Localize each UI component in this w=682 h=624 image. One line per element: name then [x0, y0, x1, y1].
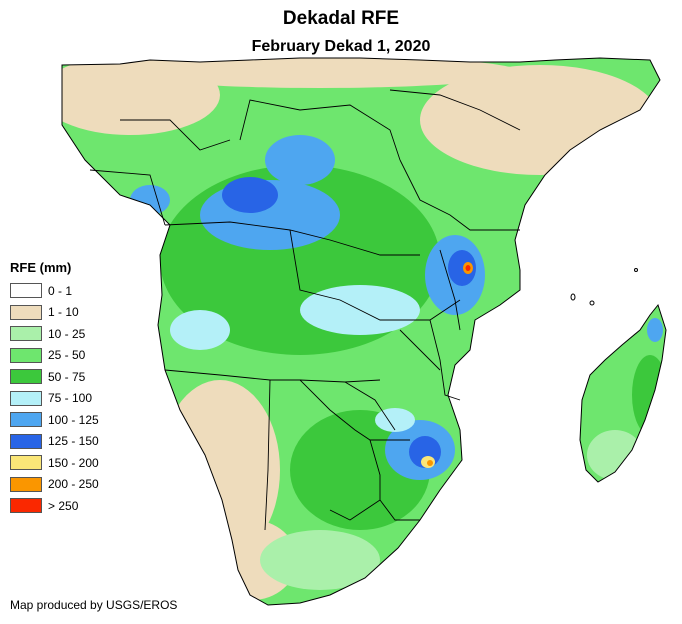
legend-item: 1 - 10	[10, 302, 99, 324]
legend-label: 1 - 10	[48, 305, 79, 320]
legend-label: 200 - 250	[48, 477, 99, 492]
legend-item: 0 - 1	[10, 280, 99, 302]
legend-swatch	[10, 476, 42, 492]
mainland-precip	[62, 58, 660, 605]
legend: RFE (mm) 0 - 1 1 - 10 10 - 25 25 - 50 50 - 7…	[10, 260, 99, 517]
legend-label: 125 - 150	[48, 434, 99, 449]
legend-swatch	[10, 347, 42, 363]
legend-swatch	[10, 304, 42, 320]
legend-label: 0 - 1	[48, 283, 73, 298]
legend-swatch	[10, 369, 42, 385]
map-title: Dekadal RFE	[282, 8, 400, 29]
legend-swatch	[10, 390, 42, 406]
madagascar-coastline	[579, 303, 667, 483]
legend-swatch	[10, 498, 42, 514]
legend-item: 50 - 75	[10, 366, 99, 388]
legend-items: 0 - 1 1 - 10 10 - 25 25 - 50 50 - 75 75 - 100…	[10, 280, 99, 517]
legend-swatch	[10, 412, 42, 428]
legend-item: 75 - 100	[10, 388, 99, 410]
madagascar-precip	[580, 305, 666, 482]
legend-swatch	[10, 283, 42, 299]
legend-label: 25 - 50	[48, 348, 86, 363]
legend-item: 200 - 250	[10, 474, 99, 496]
legend-label: > 250	[48, 498, 79, 513]
legend-item: 100 - 125	[10, 409, 99, 431]
legend-label: 10 - 25	[48, 326, 86, 341]
legend-swatch	[10, 433, 42, 449]
legend-item: 150 - 200	[10, 452, 99, 474]
legend-label: 50 - 75	[48, 369, 86, 384]
legend-label: 100 - 125	[48, 412, 99, 427]
legend-item: 25 - 50	[10, 345, 99, 367]
legend-item: 125 - 150	[10, 431, 99, 453]
map-subtitle: February Dekad 1, 2020	[251, 38, 431, 55]
country-borders	[89, 89, 521, 531]
mainland-coastline	[61, 57, 661, 606]
legend-label: 75 - 100	[48, 391, 93, 406]
legend-swatch	[10, 455, 42, 471]
legend-swatch	[10, 326, 42, 342]
credit-text: Map produced by USGS/EROS	[10, 598, 178, 612]
islands	[570, 268, 638, 306]
legend-item: > 250	[10, 495, 99, 517]
legend-item: 10 - 25	[10, 323, 99, 345]
legend-label: 150 - 200	[48, 455, 99, 470]
legend-title: RFE (mm)	[10, 260, 72, 275]
